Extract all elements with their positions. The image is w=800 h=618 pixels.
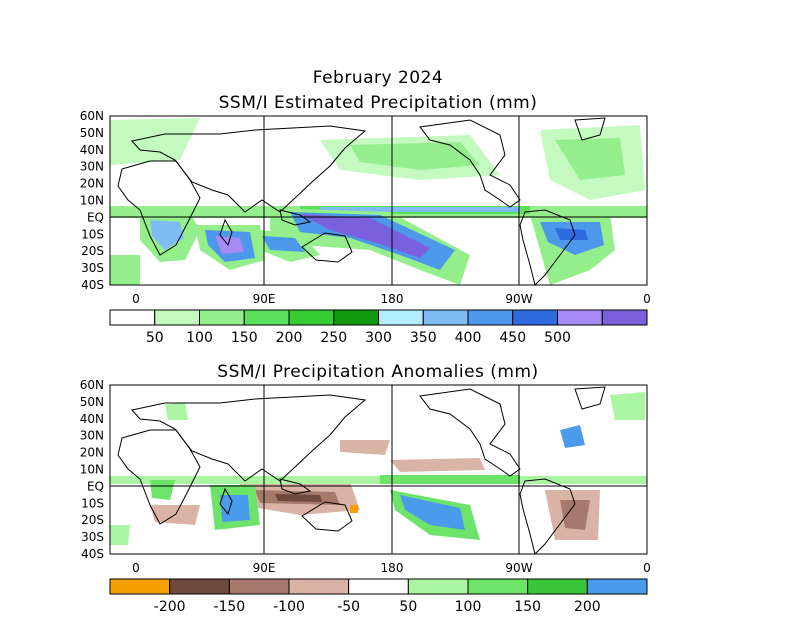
top-colorbar-label: 250 xyxy=(320,330,347,346)
bottom-lat-label: 20S xyxy=(81,513,104,527)
bottom-lon-labels: 0 90E 180 90W 0 xyxy=(132,561,651,575)
bottom-colorbar-swatch xyxy=(586,578,648,595)
top-grid xyxy=(110,116,647,285)
bottom-colorbar-swatch xyxy=(109,578,171,595)
top-lat-labels: 60N 50N 40N 30N 20N 10N EQ 10S 20S 30S 40S xyxy=(80,109,104,292)
top-colorbar-swatch xyxy=(288,309,335,326)
top-colorbar-swatch xyxy=(154,309,200,326)
top-lon-label: 0 xyxy=(643,292,651,306)
top-colorbar-swatch xyxy=(512,309,558,326)
top-colorbar-label: 350 xyxy=(410,330,437,346)
top-lat-label: 30N xyxy=(80,160,104,174)
bottom-panel-title: SSM/I Precipitation Anomalies (mm) xyxy=(217,362,539,382)
top-colorbar-swatch xyxy=(422,309,469,326)
top-lat-label: 10S xyxy=(81,227,104,241)
top-colorbar-swatch xyxy=(467,309,514,326)
bottom-colorbar-swatch xyxy=(527,578,588,595)
bottom-colorbar-swatch xyxy=(288,578,350,595)
bottom-colorbar-label: -150 xyxy=(213,599,245,615)
top-colorbar-label: 200 xyxy=(276,330,303,346)
bottom-lon-label: 90W xyxy=(505,561,532,575)
bottom-colorbar-swatch xyxy=(228,578,290,595)
top-lon-label: 90E xyxy=(253,292,276,306)
bottom-lat-labels: 60N 50N 40N 30N 20N 10N EQ 10S 20S 30S 40S xyxy=(80,378,104,561)
bottom-anomaly-fields xyxy=(110,392,647,545)
top-lat-label: 40S xyxy=(81,278,104,292)
top-lat-label: 20S xyxy=(81,244,104,258)
bottom-colorbar-swatch xyxy=(467,578,529,595)
bottom-grid xyxy=(110,385,647,554)
top-lat-label: 30S xyxy=(81,261,104,275)
top-lat-label: EQ xyxy=(87,210,104,224)
top-colorbar-swatch xyxy=(378,309,424,326)
top-lat-label: 60N xyxy=(80,109,104,123)
top-colorbar: 50 100 150 200 250 300 350 400 450 500 xyxy=(109,309,648,346)
top-colorbar-label: 400 xyxy=(455,330,482,346)
top-lat-label: 10N xyxy=(80,194,104,208)
top-panel-title: SSM/I Estimated Precipitation (mm) xyxy=(218,93,538,113)
bottom-colorbar-label: 100 xyxy=(455,599,482,615)
top-colorbar-swatch xyxy=(601,309,648,326)
top-colorbar-label: 500 xyxy=(544,330,571,346)
bottom-lat-label: 30N xyxy=(80,429,104,443)
top-coastlines xyxy=(117,117,606,285)
bottom-colorbar-swatch xyxy=(348,578,409,595)
bottom-lat-label: 30S xyxy=(81,530,104,544)
bottom-lat-label: 50N xyxy=(80,395,104,409)
bottom-lat-label: 10N xyxy=(80,463,104,477)
bottom-lon-label: 0 xyxy=(643,561,651,575)
bottom-lon-label: 90E xyxy=(253,561,276,575)
top-colorbar-swatch xyxy=(333,309,379,326)
top-lat-label: 50N xyxy=(80,126,104,140)
top-colorbar-label: 450 xyxy=(499,330,526,346)
bottom-anomaly-map: 60N 50N 40N 30N 20N 10N EQ 10S 20S 30S 40S 0 90E 180… xyxy=(80,378,651,575)
top-panel-frame xyxy=(109,115,648,286)
bottom-lat-label: 40N xyxy=(80,412,104,426)
top-lon-label: 90W xyxy=(505,292,532,306)
bottom-colorbar-swatch xyxy=(407,578,469,595)
top-colorbar-label: 50 xyxy=(146,330,164,346)
top-lat-label: 40N xyxy=(80,143,104,157)
top-lon-label: 180 xyxy=(381,292,404,306)
top-colorbar-label: 150 xyxy=(231,330,258,346)
top-colorbar-swatch xyxy=(557,309,603,326)
bottom-lat-label: 40S xyxy=(81,547,104,561)
top-precip-fields xyxy=(110,118,647,285)
bottom-colorbar-label: -100 xyxy=(273,599,305,615)
bottom-lat-label: 20N xyxy=(80,446,104,460)
bottom-coastlines xyxy=(117,386,606,554)
top-colorbar-swatch xyxy=(243,309,290,326)
top-lon-label: 0 xyxy=(132,292,140,306)
bottom-colorbar-label: 150 xyxy=(514,599,541,615)
top-colorbar-label: 300 xyxy=(365,330,392,346)
bottom-colorbar-swatch xyxy=(169,578,230,595)
top-lon-labels: 0 90E 180 90W 0 xyxy=(132,292,651,306)
bottom-panel-frame xyxy=(109,384,648,555)
bottom-lon-label: 0 xyxy=(132,561,140,575)
top-precip-map: 60N 50N 40N 30N 20N 10N EQ 10S 20S 30S 40S 0 90E 180… xyxy=(80,109,651,306)
bottom-colorbar-label: -50 xyxy=(337,599,360,615)
top-colorbar-swatch xyxy=(199,309,245,326)
bottom-colorbar: -200 -150 -100 -50 50 100 150 200 xyxy=(109,578,648,615)
bottom-lon-label: 180 xyxy=(381,561,404,575)
map-title-month: February 2024 xyxy=(312,68,444,88)
top-colorbar-swatch xyxy=(109,309,156,326)
bottom-lat-label: EQ xyxy=(87,479,104,493)
top-lat-label: 20N xyxy=(80,177,104,191)
bottom-colorbar-label: 200 xyxy=(574,599,601,615)
bottom-lat-label: 60N xyxy=(80,378,104,392)
bottom-colorbar-label: 50 xyxy=(399,599,417,615)
bottom-lat-label: 10S xyxy=(81,496,104,510)
bottom-colorbar-label: -200 xyxy=(154,599,186,615)
top-colorbar-label: 100 xyxy=(186,330,213,346)
